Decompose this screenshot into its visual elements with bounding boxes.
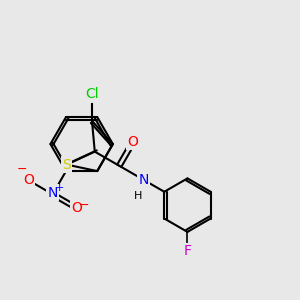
Text: −: − xyxy=(78,199,89,212)
Text: +: + xyxy=(55,183,64,193)
Text: N: N xyxy=(139,173,149,187)
Text: S: S xyxy=(62,158,71,172)
Text: −: − xyxy=(16,164,27,176)
Text: O: O xyxy=(128,135,139,149)
Text: F: F xyxy=(183,244,191,258)
Text: H: H xyxy=(134,191,143,201)
Text: N: N xyxy=(47,186,58,200)
Text: O: O xyxy=(72,201,83,215)
Text: O: O xyxy=(23,173,34,187)
Text: Cl: Cl xyxy=(85,87,99,101)
